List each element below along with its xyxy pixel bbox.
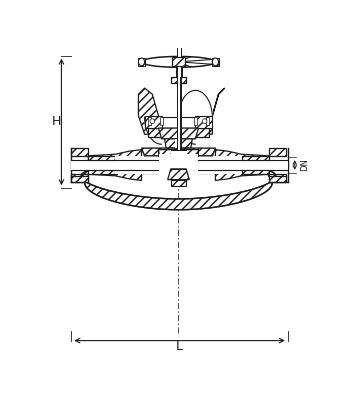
Text: DN: DN xyxy=(300,159,309,172)
Bar xyxy=(177,0,181,150)
Polygon shape xyxy=(72,174,88,182)
Polygon shape xyxy=(158,128,199,139)
Polygon shape xyxy=(88,156,115,174)
Bar xyxy=(115,156,162,174)
Polygon shape xyxy=(165,139,192,148)
Bar xyxy=(158,154,199,171)
Polygon shape xyxy=(139,58,144,66)
Ellipse shape xyxy=(139,58,144,66)
Polygon shape xyxy=(141,156,158,173)
Polygon shape xyxy=(168,169,189,180)
Circle shape xyxy=(202,119,207,124)
Polygon shape xyxy=(269,174,285,182)
Bar xyxy=(195,156,242,174)
Polygon shape xyxy=(72,148,88,156)
Bar xyxy=(194,117,197,125)
Bar xyxy=(195,116,212,128)
Polygon shape xyxy=(242,156,269,174)
Bar xyxy=(160,117,163,125)
Bar xyxy=(171,150,186,169)
Polygon shape xyxy=(81,170,276,210)
Polygon shape xyxy=(88,150,141,180)
Polygon shape xyxy=(212,58,218,66)
Polygon shape xyxy=(148,128,208,137)
Polygon shape xyxy=(81,170,276,210)
Polygon shape xyxy=(172,57,185,66)
Polygon shape xyxy=(81,170,276,210)
Polygon shape xyxy=(72,176,88,182)
Ellipse shape xyxy=(212,58,218,66)
Bar xyxy=(206,117,209,125)
Circle shape xyxy=(150,119,155,124)
Polygon shape xyxy=(144,90,212,144)
Bar xyxy=(148,117,151,125)
Polygon shape xyxy=(141,148,215,156)
Bar xyxy=(176,66,181,82)
Text: L: L xyxy=(176,340,183,353)
Bar xyxy=(174,139,182,148)
Text: H: H xyxy=(51,116,61,128)
Polygon shape xyxy=(158,150,199,169)
Polygon shape xyxy=(171,77,186,84)
Polygon shape xyxy=(139,88,158,134)
Polygon shape xyxy=(269,148,285,156)
Bar xyxy=(144,116,162,128)
Bar xyxy=(242,160,288,170)
Polygon shape xyxy=(215,150,269,180)
Polygon shape xyxy=(199,88,225,134)
Polygon shape xyxy=(269,176,285,182)
Bar xyxy=(72,160,115,170)
Polygon shape xyxy=(199,156,215,173)
Polygon shape xyxy=(171,180,186,186)
